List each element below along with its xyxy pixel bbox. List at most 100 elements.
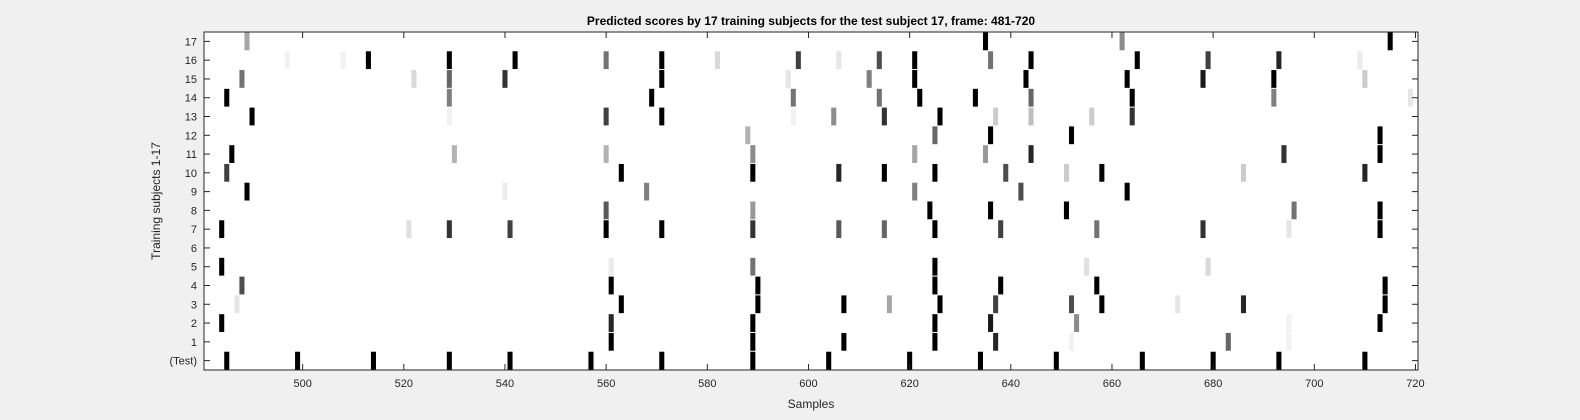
heatmap-cell [881, 107, 887, 126]
heatmap-cell [239, 276, 245, 295]
heatmap-cell [881, 163, 887, 182]
heatmap-cell [1028, 88, 1034, 107]
heatmap-cell [224, 88, 230, 107]
heatmap-cell [1094, 220, 1100, 239]
heatmap-cell [1063, 201, 1069, 220]
y-tick-label: 15 [185, 74, 197, 86]
heatmap-cell [446, 51, 452, 70]
y-tick-label: 9 [191, 187, 197, 199]
heatmap-cell [1377, 126, 1383, 145]
heatmap-cell [603, 107, 609, 126]
heatmap-cell [659, 107, 665, 126]
heatmap-cell [608, 332, 614, 351]
heatmap-cell [1084, 257, 1090, 276]
x-tick-label: 500 [293, 378, 311, 390]
heatmap-cell [881, 220, 887, 239]
heatmap-cell [932, 257, 938, 276]
plot-border [203, 31, 1419, 371]
heatmap-cell [219, 257, 225, 276]
heatmap-cell [790, 88, 796, 107]
x-tick-label: 560 [597, 378, 615, 390]
heatmap-cell [1210, 351, 1216, 370]
heatmap-cell [1053, 351, 1059, 370]
heatmap-cell [1377, 220, 1383, 239]
heatmap-cell [1271, 70, 1277, 88]
heatmap-cell [244, 182, 250, 201]
heatmap-cell [998, 276, 1004, 295]
heatmap-cell [750, 163, 756, 182]
heatmap-cell [1200, 70, 1206, 88]
heatmap-cell [618, 295, 624, 314]
heatmap-cell [411, 70, 417, 88]
x-tick-label: 700 [1305, 378, 1323, 390]
heatmap-cell [1018, 182, 1024, 201]
heatmap-cell [1240, 163, 1247, 182]
y-tick-label: (Test) [170, 356, 198, 368]
heatmap-cell [608, 314, 614, 332]
heatmap-cell [1225, 332, 1231, 351]
heatmap-cell [1362, 70, 1368, 88]
heatmap-cell [1271, 88, 1277, 107]
heatmap-cell [219, 220, 225, 239]
y-tick-label: 14 [185, 93, 197, 105]
y-axis-label: Training subjects 1-17 [149, 142, 163, 260]
heatmap-cell [1124, 182, 1130, 201]
heatmap-cell [649, 88, 655, 107]
heatmap-cell [229, 145, 235, 163]
heatmap-cell [1286, 332, 1292, 351]
heatmap-cell [340, 51, 346, 70]
heatmap-cell [1377, 314, 1383, 332]
heatmap-cell [937, 295, 943, 314]
heatmap-cell [603, 201, 609, 220]
heatmap-cell [224, 351, 230, 370]
heatmap-cell [937, 107, 943, 126]
heatmap-cell [1134, 51, 1140, 70]
heatmap-cell [988, 126, 994, 145]
x-tick-label: 640 [1002, 378, 1020, 390]
heatmap-cell [876, 88, 882, 107]
heatmap-cell [608, 257, 614, 276]
heatmap-cell [1357, 51, 1363, 70]
y-tick-label: 5 [191, 262, 197, 274]
heatmap-cell [750, 201, 756, 220]
heatmap-cell [219, 314, 225, 332]
heatmap-cell [244, 32, 250, 51]
heatmap-cell [1063, 163, 1069, 182]
heatmap-cell [507, 351, 513, 370]
heatmap-cells [219, 32, 1413, 370]
heatmap-cell [370, 351, 376, 370]
heatmap-cell [365, 51, 371, 70]
heatmap-cell [1382, 295, 1388, 314]
heatmap-cell [826, 351, 832, 370]
heatmap-cell [1276, 351, 1282, 370]
heatmap-cell [755, 295, 761, 314]
heatmap-cell [1387, 32, 1393, 51]
heatmap-cell [446, 107, 452, 126]
x-axis-label: Samples [788, 397, 835, 411]
y-tick-label: 2 [191, 318, 197, 330]
chart-title: Predicted scores by 17 training subjects… [587, 14, 1035, 28]
heatmap-cell [249, 107, 255, 126]
plot-area [204, 32, 1418, 370]
heatmap-cell [295, 351, 301, 370]
heatmap-cell [993, 332, 999, 351]
heatmap-cell [927, 201, 933, 220]
heatmap-cell [1074, 314, 1080, 332]
heatmap-cell [932, 332, 938, 351]
x-tick-label: 600 [799, 378, 817, 390]
heatmap-cell [1099, 295, 1105, 314]
y-tick-label: 16 [185, 55, 197, 67]
heatmap-cell [644, 182, 650, 201]
heatmap-cell [1099, 163, 1105, 182]
heatmap-cell [993, 295, 999, 314]
heatmap-cell [972, 88, 978, 107]
heatmap-cell [1068, 332, 1075, 351]
heatmap-cell [932, 314, 938, 332]
heatmap-cell [841, 332, 847, 351]
heatmap-cell [795, 51, 801, 70]
y-tick-label: 10 [185, 168, 197, 180]
heatmap-cell [1382, 276, 1388, 295]
y-tick-label: 13 [185, 112, 197, 124]
heatmap-cell [977, 351, 983, 370]
